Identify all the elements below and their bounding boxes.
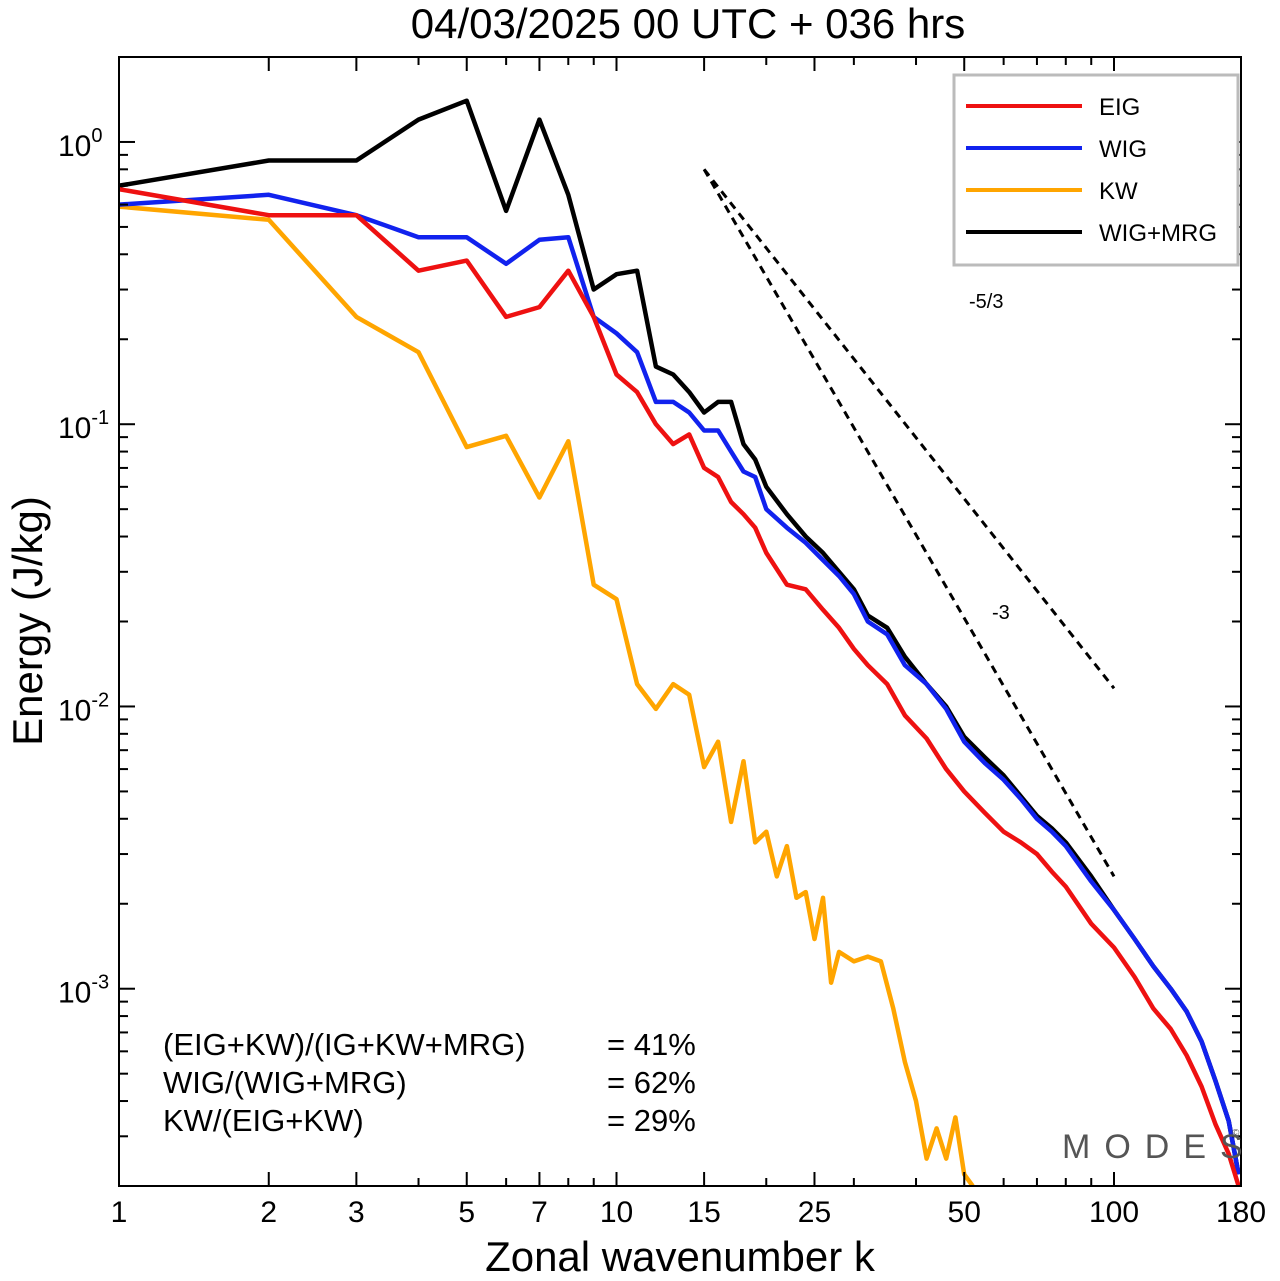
x-tick-label: 3 — [348, 1196, 365, 1229]
legend-label: EIG — [1099, 94, 1140, 121]
y-tick-label: 10-3 — [58, 972, 109, 1010]
copyright-mark: © — [1232, 1128, 1240, 1139]
x-tick-label: 15 — [687, 1196, 720, 1229]
x-axis-label: Zonal wavenumber k — [485, 1233, 876, 1280]
stat-value: = 62% — [607, 1065, 696, 1100]
y-tick-label: 100 — [58, 125, 103, 163]
legend-label: WIG — [1099, 136, 1147, 163]
x-tick-label: 180 — [1216, 1196, 1266, 1229]
stat-value: = 29% — [607, 1103, 696, 1138]
slope-label-2: -3 — [992, 602, 1010, 624]
watermark: MODES © — [1062, 1128, 1257, 1166]
x-tick-label: 2 — [260, 1196, 277, 1229]
chart-title: 04/03/2025 00 UTC + 036 hrs — [411, 0, 966, 47]
legend-label: KW — [1099, 178, 1138, 205]
stat-label: (EIG+KW)/(IG+KW+MRG) — [163, 1027, 526, 1062]
slope-line-2 — [702, 168, 1116, 878]
y-axis-label: Energy (J/kg) — [4, 496, 51, 746]
y-tick-label: 10-1 — [58, 407, 109, 445]
slope-label-1: -5/3 — [969, 291, 1003, 313]
slope-line-1 — [702, 168, 1116, 690]
series-line-wig — [119, 192, 1241, 1175]
x-tick-label: 100 — [1089, 1196, 1139, 1229]
x-tick-label: 25 — [798, 1196, 831, 1229]
x-tick-label: 5 — [458, 1196, 475, 1229]
stat-value: = 41% — [607, 1027, 696, 1062]
series-line-eig — [119, 186, 1241, 1186]
stat-label: WIG/(WIG+MRG) — [163, 1065, 407, 1100]
data-layer: -5/3 -3 — [119, 98, 1241, 1186]
legend-label: WIG+MRG — [1099, 220, 1217, 247]
y-tick-label: 10-2 — [58, 689, 109, 727]
plot-area — [119, 98, 1241, 1186]
x-tick-label: 50 — [948, 1196, 981, 1229]
x-tick-label: 7 — [531, 1196, 548, 1229]
summary-stats: (EIG+KW)/(IG+KW+MRG) = 41% WIG/(WIG+MRG) = … — [163, 1027, 696, 1138]
x-tick-label: 1 — [111, 1196, 128, 1229]
stat-label: KW/(EIG+KW) — [163, 1103, 364, 1138]
watermark-text: MODES — [1062, 1128, 1257, 1166]
x-tick-label: 10 — [600, 1196, 633, 1229]
axis-ticks: 1 2 3 5 7 10 15 25 50 100 180 100 10-1 10-2 10-3 — [58, 56, 1266, 1229]
series-line-kw — [119, 204, 975, 1186]
legend: EIG WIG KW WIG+MRG — [952, 73, 1240, 267]
